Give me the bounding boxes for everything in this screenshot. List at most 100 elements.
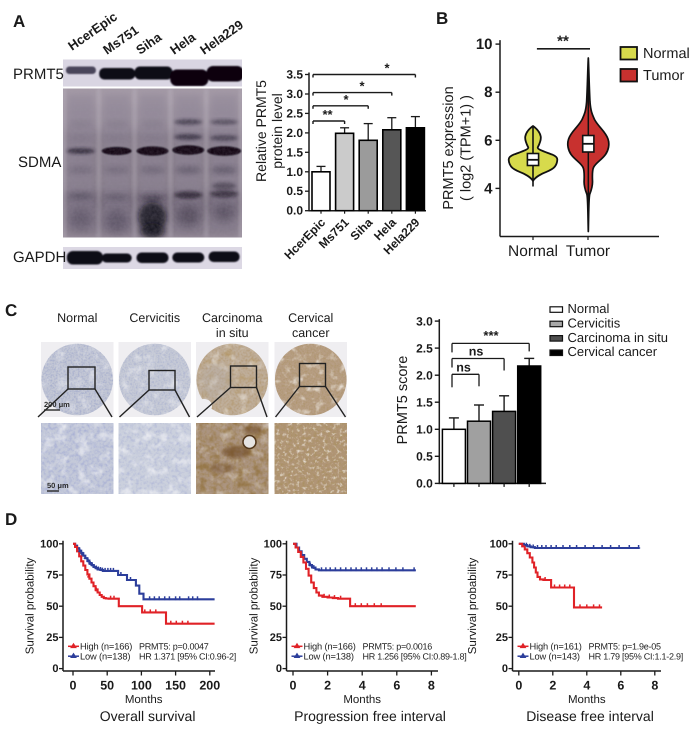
svg-text:50 μm: 50 μm [47,481,69,490]
svg-text:1.0: 1.0 [416,423,433,437]
svg-text:PRMT5 score: PRMT5 score [395,356,411,445]
svg-text:4: 4 [484,180,493,197]
svg-text:GAPDH: GAPDH [13,249,66,266]
svg-text:Carcinoma in situ: Carcinoma in situ [568,330,668,345]
svg-text:HR 1.79 [95% CI:1.1-2.9]: HR 1.79 [95% CI:1.1-2.9] [589,651,684,661]
svg-text:8: 8 [651,679,658,693]
svg-text:Hela229: Hela229 [197,17,246,57]
svg-text:50: 50 [270,601,282,613]
svg-text:Normal: Normal [508,243,558,260]
svg-text:200: 200 [199,679,220,693]
svg-text:PRMT5: PRMT5 [13,66,64,83]
svg-text:75: 75 [270,570,282,582]
svg-text:Low (n=138): Low (n=138) [80,651,130,661]
svg-text:3.5: 3.5 [286,68,303,82]
svg-text:0: 0 [276,663,282,675]
svg-text:8: 8 [428,679,435,693]
svg-text:2.0: 2.0 [286,126,303,140]
svg-text:High (n=166): High (n=166) [304,642,356,652]
svg-text:0: 0 [515,679,522,693]
svg-text:Hela: Hela [167,29,199,57]
svg-text:HR 1.371 [95% CI:0.96-2]: HR 1.371 [95% CI:0.96-2] [139,651,236,661]
svg-text:Months: Months [125,694,163,706]
svg-text:HR 1.256 [95% CI:0.89-1.8]: HR 1.256 [95% CI:0.89-1.8] [363,651,467,661]
svg-text:0.5: 0.5 [286,184,303,198]
svg-text:Carcinoma: Carcinoma [202,311,262,325]
svg-text:*: * [343,92,349,107]
svg-text:PRMT5 expression: PRMT5 expression [441,86,457,209]
svg-text:Overall survival: Overall survival [100,708,196,724]
svg-text:25: 25 [496,632,508,644]
svg-text:100: 100 [264,538,282,550]
svg-text:3.0: 3.0 [286,87,303,101]
svg-text:Tumor: Tumor [643,68,685,84]
svg-text:Cervical: Cervical [288,311,333,325]
svg-text:0: 0 [290,679,297,693]
svg-text:100: 100 [490,538,508,550]
svg-text:*: * [384,61,390,76]
svg-text:Survival probability: Survival probability [249,557,261,654]
svg-text:100: 100 [40,538,58,550]
svg-text:2.0: 2.0 [416,368,433,382]
svg-text:Months: Months [343,694,381,706]
svg-text:PRMT5: p=0.0047: PRMT5: p=0.0047 [139,642,209,652]
svg-text:Tumor: Tumor [566,243,610,260]
svg-text:protein level: protein level [269,93,285,169]
svg-text:ns: ns [469,345,484,359]
svg-text:50: 50 [496,601,508,613]
svg-text:6: 6 [617,679,624,693]
svg-text:3.0: 3.0 [416,314,433,328]
svg-text:Low (n=143): Low (n=143) [530,651,580,661]
svg-text:Cervical cancer: Cervical cancer [568,344,658,359]
svg-text:ns: ns [456,361,471,375]
svg-text:2.5: 2.5 [416,341,433,355]
svg-text:**: ** [557,33,569,50]
svg-text:4: 4 [359,679,366,693]
svg-text:*: * [359,79,365,94]
svg-text:4: 4 [583,679,590,693]
svg-text:2.5: 2.5 [286,106,303,120]
svg-text:1.5: 1.5 [286,145,303,159]
svg-text:50: 50 [100,679,114,693]
svg-text:2: 2 [324,679,331,693]
svg-text:Cervicitis: Cervicitis [129,311,180,325]
svg-text:SDMA: SDMA [18,154,61,171]
svg-text:( log2 (TPM+1) ): ( log2 (TPM+1) ) [459,95,475,201]
svg-text:D: D [5,510,17,529]
svg-text:High (n=161): High (n=161) [530,642,582,652]
svg-text:6: 6 [484,132,492,149]
svg-text:C: C [5,301,17,320]
svg-text:0: 0 [52,663,58,675]
svg-text:0.0: 0.0 [286,204,303,218]
svg-text:Survival probability: Survival probability [467,557,479,654]
svg-text:Normal: Normal [568,301,610,316]
svg-text:25: 25 [270,632,282,644]
svg-text:in situ: in situ [216,326,249,340]
svg-text:150: 150 [165,679,186,693]
svg-text:PRMT5: p=0.0016: PRMT5: p=0.0016 [363,642,433,652]
svg-text:25: 25 [46,632,58,644]
svg-text:Relative PRMT5: Relative PRMT5 [253,80,269,182]
svg-text:10: 10 [476,36,493,53]
svg-text:Cervicitis: Cervicitis [568,315,621,330]
svg-text:PRMT5: p=1.9e-05: PRMT5: p=1.9e-05 [589,642,662,652]
svg-text:2: 2 [549,679,556,693]
svg-text:0.0: 0.0 [416,477,433,491]
svg-text:A: A [13,12,25,31]
svg-text:75: 75 [46,570,58,582]
svg-text:1.0: 1.0 [286,165,303,179]
svg-text:0.5: 0.5 [416,450,433,464]
svg-text:Progression free interval: Progression free interval [294,708,446,724]
svg-text:Months: Months [568,694,606,706]
svg-text:***: *** [483,328,499,343]
svg-text:B: B [436,9,448,28]
svg-text:Disease free interval: Disease free interval [526,708,654,724]
svg-text:Siha: Siha [348,215,376,243]
svg-text:Normal: Normal [643,46,690,62]
svg-text:High (n=166): High (n=166) [80,642,132,652]
svg-text:0: 0 [70,679,77,693]
svg-text:1.5: 1.5 [416,395,433,409]
svg-text:8: 8 [484,84,492,101]
svg-text:Survival probability: Survival probability [25,557,37,654]
svg-text:Low (n=138): Low (n=138) [304,651,354,661]
